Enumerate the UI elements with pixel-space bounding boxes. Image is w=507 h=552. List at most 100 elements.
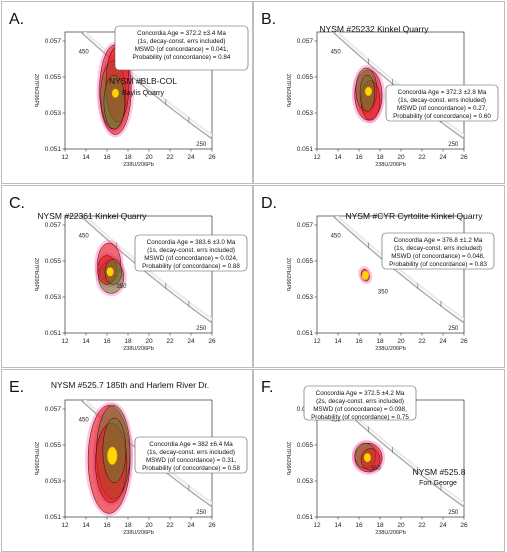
concordia-plot: 450 250 12 14 16 18 20 22 24 26 0.051 0.053 0.055 0.0… [261,11,499,168]
x-tick-label: 26 [208,338,216,345]
x-tick-label: 22 [418,154,426,161]
x-tick-label: 24 [439,522,447,529]
x-tick-label: 12 [313,338,321,345]
concordia-age-label: 250 [196,510,207,516]
x-tick-label: 16 [103,522,111,529]
x-tick-label: 22 [418,522,426,529]
chart-panel-c: 450 350 250 12 14 16 18 20 22 24 26 0.051 0.053 0.055… [1,185,253,368]
chart-panel-a: 450 250 12 14 16 18 20 22 24 26 0.051 0.053 0.055 0.0… [1,1,253,184]
result-box [303,385,417,421]
x-tick-label: 26 [460,522,468,529]
x-tick-label: 14 [82,338,90,345]
concordia-age-label: 450 [79,234,90,240]
x-tick-label: 18 [376,338,384,345]
concordia-age-label: 450 [79,50,90,56]
concordia-curve-fill [335,400,464,505]
result-text: Probability (of concordance) = 0.88 [142,263,240,270]
concordia-age-point [364,86,373,97]
x-tick-label: 12 [61,522,69,529]
result-text: Concordia Age = 372.3 ±2.8 Ma [398,89,487,96]
concordia-age-label: 250 [196,326,207,332]
x-tick-label: 20 [397,338,405,345]
y-tick-label: 0.055 [297,258,314,265]
result-text: MSWD (of concordance) = 0.048, [391,253,485,260]
plot-frame [64,215,213,334]
x-tick-label: 20 [397,522,405,529]
y-axis-label: 207Pb/206Pb [285,442,291,475]
y-tick-label: 0.051 [297,146,314,153]
result-text: MSWD (of concordance) = 0.27, [397,105,487,112]
result-text: (1s, decay-const. errs included) [147,449,235,456]
sample-title: NYSM #525.8 [413,467,466,477]
y-axis-label: 207Pb/206Pb [33,74,39,107]
x-tick-label: 26 [460,338,468,345]
x-tick-label: 16 [355,338,363,345]
y-axis-label: 207Pb/206Pb [33,258,39,291]
concordia-age-point [111,88,120,98]
chart-panel-e: 450 250 12 14 16 18 20 22 24 26 0.051 0.053 0.055 0.0… [1,369,253,552]
x-tick-label: 24 [439,154,447,161]
x-axis-label: 238U/206Pb [123,530,154,536]
y-tick-label: 0.055 [297,442,314,449]
x-axis-label: 238U/206Pb [375,162,406,168]
chart-panel-d: 450 350 250 12 14 16 18 20 22 24 26 0.051 0.053 0.055… [253,185,505,368]
result-text: (1s, decay-const. errs included) [138,38,226,45]
x-axis-label: 238U/206Pb [375,346,406,352]
x-tick-label: 18 [124,522,132,529]
sample-subtitle: Baylis Quarry [122,90,165,97]
concordia-age-label: 350 [116,284,127,290]
result-text: Probability (of concordance) = 0.58 [142,465,240,472]
y-tick-label: 0.051 [45,146,62,153]
x-tick-label: 14 [334,338,342,345]
result-text: (1s, decay-const. errs included) [398,97,486,104]
result-text: Probability (of concordance) = 0.83 [389,261,487,268]
x-tick-label: 24 [187,522,195,529]
panel-label: E. [9,379,24,396]
x-tick-label: 22 [166,338,174,345]
chart-panel-b: 450 250 12 14 16 18 20 22 24 26 0.051 0.053 0.055 0.0… [253,1,505,184]
result-box [134,436,248,474]
result-text: Probability (of concordance) = 0.75 [311,414,409,421]
result-text: MSWD (of concordance) = 0.31, [146,457,236,464]
concordia-age-point [363,452,372,463]
y-tick-label: 0.057 [297,38,314,45]
x-tick-label: 24 [439,338,447,345]
sample-subtitle: Fort George [419,480,457,487]
x-tick-label: 16 [355,154,363,161]
x-tick-label: 14 [82,154,90,161]
x-tick-label: 14 [82,522,90,529]
x-tick-label: 12 [313,522,321,529]
concordia-age-label: 450 [331,50,342,56]
panel-label: C. [9,195,25,212]
y-tick-label: 0.057 [297,222,314,229]
x-tick-label: 20 [145,338,153,345]
result-text: Concordia Age = 372.2 ±3.4 Ma [137,30,226,37]
x-tick-label: 16 [103,154,111,161]
y-tick-label: 0.053 [45,294,62,301]
x-tick-label: 14 [334,154,342,161]
x-tick-label: 22 [166,522,174,529]
y-tick-label: 0.055 [45,74,62,81]
result-text: (1s, decay-const. errs included) [394,245,482,252]
concordia-plot: 450 350 250 12 14 16 18 20 22 24 26 0.051 0.053 0.055… [261,195,495,352]
x-tick-label: 20 [145,154,153,161]
y-tick-label: 0.057 [45,222,62,229]
y-tick-label: 0.057 [45,406,62,413]
result-box [385,84,499,122]
y-tick-label: 0.055 [45,258,62,265]
x-tick-label: 20 [145,522,153,529]
result-text: Concordia Age = 376.8 ±1.2 Ma [394,237,483,244]
concordia-curve-upper [84,32,212,136]
y-tick-label: 0.053 [297,478,314,485]
y-tick-label: 0.051 [45,514,62,521]
concordia-age-point [107,446,118,466]
concordia-curve-fill [335,32,464,137]
concordia-age-label: 250 [448,510,459,516]
x-tick-label: 16 [103,338,111,345]
panel-label: F. [261,379,273,396]
x-tick-label: 18 [376,522,384,529]
y-tick-label: 0.055 [45,442,62,449]
result-text: Concordia Age = 382 ±6.4 Ma [149,441,233,448]
plot-frame [316,215,465,334]
